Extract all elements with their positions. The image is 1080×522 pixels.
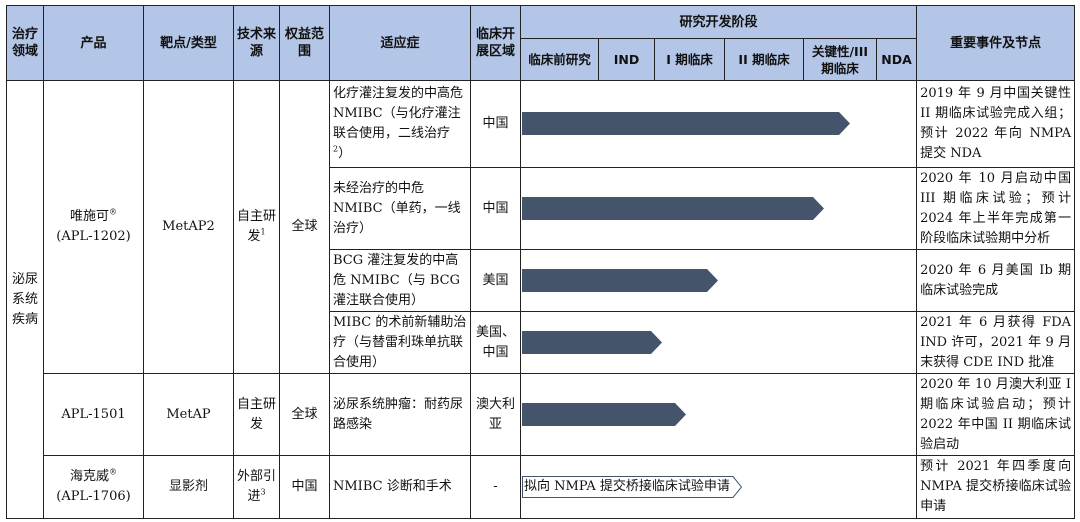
region-cell: 美国、中国 (470, 311, 521, 374)
progress-arrow-shape (522, 330, 662, 354)
progress-bar (522, 196, 824, 220)
progress-arrow-shape (522, 112, 850, 135)
header-phase-3: 关键性/III 期临床 (803, 38, 877, 81)
indication-cell: NMIBC 诊断和手术 (329, 455, 471, 519)
tech-source-cell: 外部引进3 (233, 455, 280, 519)
progress-arrow-shape (522, 196, 824, 220)
trademark-mark: ® (109, 207, 117, 217)
rights-cell: 全球 (279, 80, 330, 374)
region-cell: 澳大利亚 (470, 373, 521, 456)
header-phase-2: II 期临床 (724, 38, 804, 81)
region-cell: 中国 (470, 167, 521, 250)
event-cell: 2020 年 10 月启动中国 III 期临床试验；预计 2024 年上半年完成… (916, 167, 1076, 250)
progress-arrow (522, 402, 686, 426)
progress-cell (519, 249, 918, 312)
tech-source-cell: 自主研发 (233, 373, 280, 456)
progress-cell: 拟向 NMPA 提交桥接临床试验申请 (519, 455, 918, 519)
event-cell: 2020 年 10 月澳大利亚 I 期临床试验启动；预计 2022 年中国 II… (916, 373, 1076, 456)
event-cell: 预计 2021 年四季度向 NMPA 提交桥接临床试验申请 (916, 455, 1076, 519)
progress-cell (519, 373, 918, 456)
progress-arrow (522, 112, 850, 135)
footnote-mark: 1 (260, 227, 266, 237)
target-cell: 显影剂 (143, 455, 234, 519)
tech-source: 自主研发 (237, 209, 277, 244)
region-cell: 中国 (470, 80, 521, 168)
rights-cell: 全球 (279, 373, 330, 456)
indication-cell: 未经治疗的中危 NMIBC（单药，一线治疗） (329, 167, 471, 250)
header-phase-nda: NDA (875, 38, 918, 81)
progress-bar (522, 330, 662, 354)
event-cell: 2021 年 6 月获得 FDA IND 许可，2021 年 9 月末获得 CD… (916, 311, 1076, 374)
indication-cell: 化疗灌注复发的中高危 NMIBC（与化疗灌注联合使用，二线治疗2） (329, 80, 471, 168)
progress-arrow-shape (522, 402, 686, 426)
header-target: 靶点/类型 (143, 5, 234, 81)
event-cell: 2019 年 9 月中国关键性 II 期临床试验完成入组；预计 2022 年向 … (916, 80, 1076, 168)
progress-bar (522, 268, 718, 292)
header-tech: 技术来源 (233, 5, 280, 81)
header-phase-ind: IND (598, 38, 655, 81)
header-phase-1: I 期临床 (654, 38, 725, 81)
product-code: (APL-1202) (56, 229, 131, 244)
progress-arrow (522, 330, 662, 354)
therapy-area-cell: 泌尿系统疾病 (6, 80, 44, 519)
target-cell: MetAP (143, 373, 234, 456)
progress-arrow-shape (522, 268, 718, 292)
region-cell: 美国 (470, 249, 521, 312)
progress-bar (522, 112, 850, 135)
indication-cell: BCG 灌注复发的中高危 NMIBC（与 BCG 灌注联合使用） (329, 249, 471, 312)
region-cell: - (470, 455, 521, 519)
tech-source: 外部引进 (237, 469, 277, 504)
progress-cell (519, 311, 918, 374)
product-name: 唯施可 (69, 209, 109, 224)
header-product: 产品 (43, 5, 144, 81)
product-name-cell: 唯施可® (APL-1202) (43, 80, 144, 374)
progress-cell (519, 167, 918, 250)
progress-bar (522, 402, 686, 426)
product-name-cell: APL-1501 (43, 373, 144, 456)
footnote-mark: 2 (333, 144, 339, 154)
tech-source-cell: 自主研发1 (233, 80, 280, 374)
rights-cell: 中国 (279, 455, 330, 519)
footnote-mark: 3 (260, 487, 266, 497)
event-cell: 2020 年 6 月美国 Ib 期临床试验完成 (916, 249, 1076, 312)
pipeline-table: 治疗领域 产品 靶点/类型 技术来源 权益范围 适应症 临床开展区域 研究开发阶… (6, 5, 1076, 519)
product-code: (APL-1706) (56, 489, 131, 504)
planned-outline-arrow (522, 476, 742, 499)
header-indication: 适应症 (329, 5, 471, 81)
product-name: 海克威 (69, 469, 109, 484)
progress-cell (519, 80, 918, 168)
outline-arrow (522, 476, 742, 498)
trademark-mark: ® (109, 467, 117, 477)
header-region: 临床开展区域 (470, 5, 521, 81)
progress-arrow (522, 196, 824, 220)
header-phase-preclinical: 临床前研究 (520, 38, 599, 81)
header-rights: 权益范围 (279, 5, 330, 81)
header-area: 治疗领域 (6, 5, 44, 81)
product-name-cell: 海克威® (APL-1706) (43, 455, 144, 519)
header-rd-stage: 研究开发阶段 (519, 5, 918, 39)
header-events: 重要事件及节点 (916, 5, 1076, 81)
planned-label: 拟向 NMPA 提交桥接临床试验申请 (524, 479, 730, 494)
indication-cell: 泌尿系统肿瘤：耐药尿路感染 (329, 373, 471, 456)
target-cell: MetAP2 (143, 80, 234, 374)
outline-arrow-shape (522, 476, 742, 498)
progress-arrow (522, 268, 718, 292)
indication-cell: MIBC 的术前新辅助治疗（与替雷利珠单抗联合使用） (329, 311, 471, 374)
